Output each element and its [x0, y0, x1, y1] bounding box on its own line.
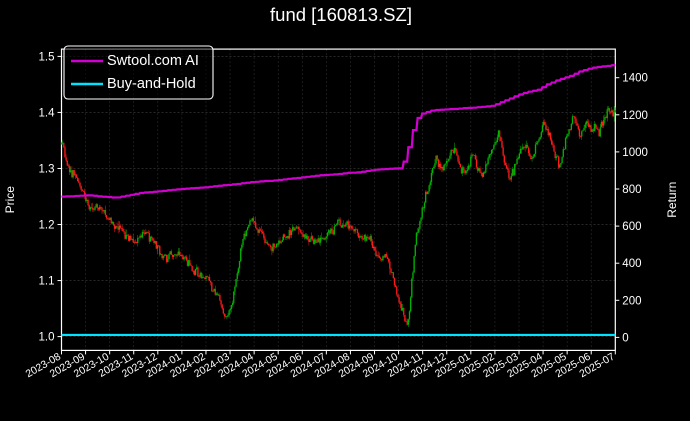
svg-text:Price: Price	[3, 186, 17, 214]
svg-text:200: 200	[622, 295, 641, 307]
svg-text:fund [160813.SZ]: fund [160813.SZ]	[270, 4, 412, 25]
svg-text:1.4: 1.4	[39, 107, 56, 119]
svg-text:1000: 1000	[622, 147, 648, 159]
svg-text:0: 0	[622, 332, 628, 344]
svg-text:1200: 1200	[622, 110, 648, 122]
svg-text:1.3: 1.3	[39, 163, 55, 175]
svg-text:600: 600	[622, 221, 641, 233]
svg-text:Swtool.com AI: Swtool.com AI	[107, 53, 199, 69]
svg-text:800: 800	[622, 184, 641, 196]
svg-text:1.0: 1.0	[39, 332, 55, 344]
svg-text:Buy-and-Hold: Buy-and-Hold	[107, 76, 196, 92]
svg-text:Return: Return	[665, 182, 679, 218]
svg-text:1.1: 1.1	[39, 276, 55, 288]
svg-text:1400: 1400	[622, 73, 648, 85]
svg-text:1.2: 1.2	[39, 220, 55, 232]
svg-text:400: 400	[622, 258, 641, 270]
svg-text:1.5: 1.5	[39, 51, 55, 63]
